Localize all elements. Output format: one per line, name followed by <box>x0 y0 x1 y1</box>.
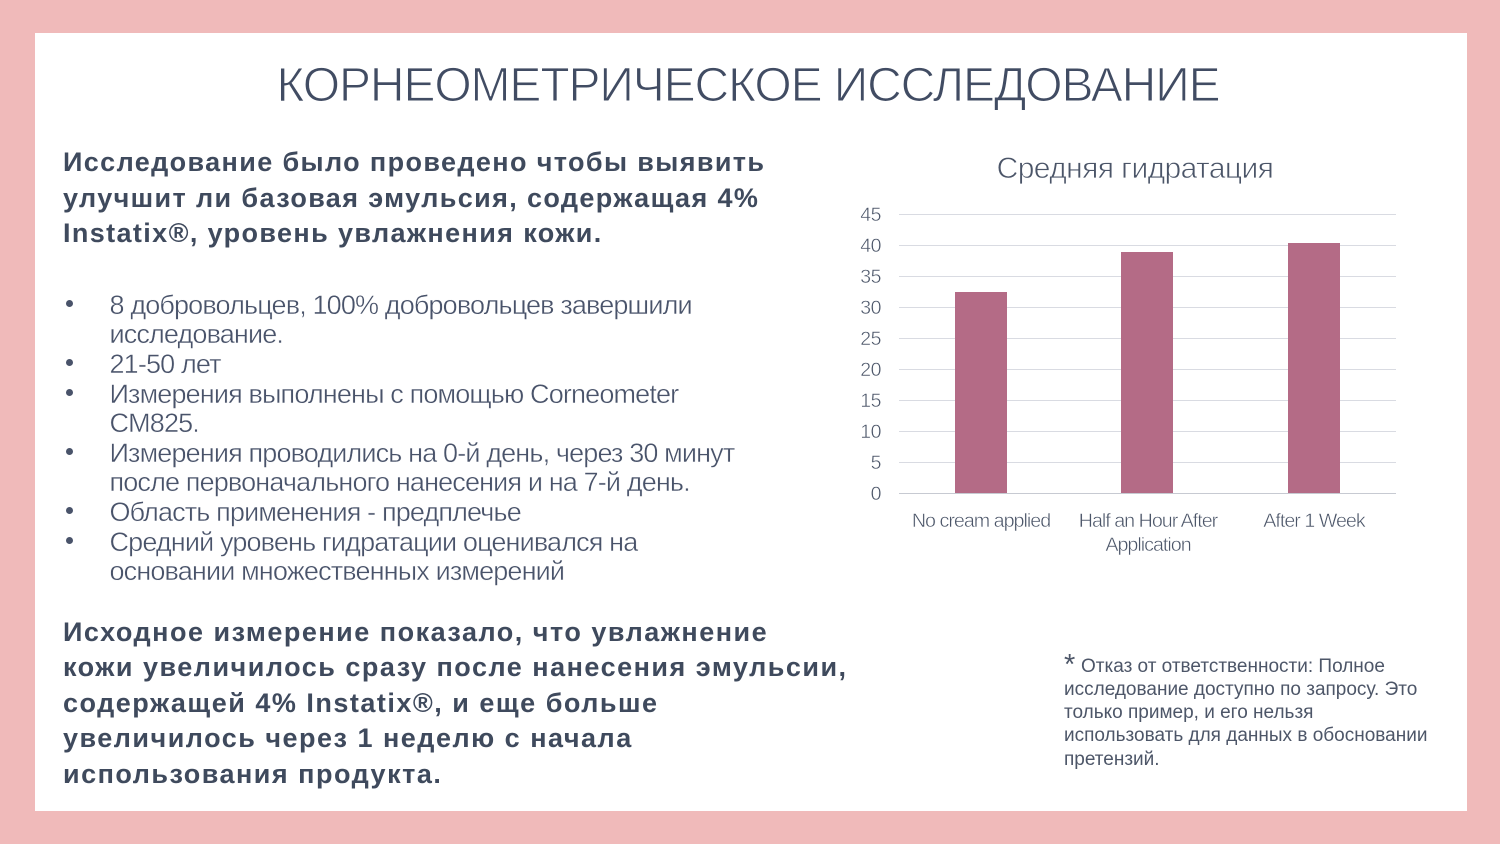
svg-text:Средняя гидратация: Средняя гидратация <box>997 152 1274 185</box>
svg-text:35: 35 <box>860 266 881 288</box>
svg-text:0: 0 <box>871 483 882 505</box>
svg-text:Half an Hour After: Half an Hour After <box>1079 510 1219 532</box>
svg-text:45: 45 <box>860 204 881 226</box>
svg-text:After 1 Week: After 1 Week <box>1263 510 1366 532</box>
svg-text:30: 30 <box>860 297 881 319</box>
svg-text:25: 25 <box>860 328 881 350</box>
svg-text:No cream applied: No cream applied <box>912 510 1050 532</box>
svg-text:15: 15 <box>860 390 881 412</box>
svg-text:5: 5 <box>871 452 882 474</box>
svg-text:10: 10 <box>860 421 881 443</box>
svg-text:40: 40 <box>860 235 881 257</box>
svg-text:Application: Application <box>1105 534 1190 556</box>
svg-text:20: 20 <box>860 359 881 381</box>
